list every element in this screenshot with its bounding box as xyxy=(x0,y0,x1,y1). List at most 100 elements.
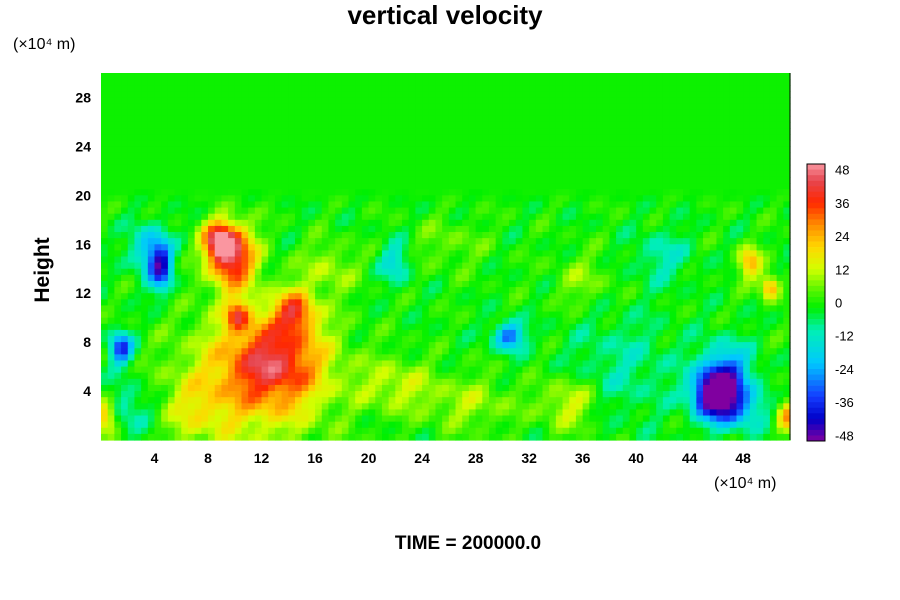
heatmap-cell xyxy=(596,287,604,294)
heatmap-cell xyxy=(455,103,463,111)
heatmap-cell xyxy=(121,256,129,264)
heatmap-cell xyxy=(569,360,577,368)
heatmap-cell xyxy=(348,134,356,141)
heatmap-cell xyxy=(662,146,671,154)
heatmap-cell xyxy=(455,134,463,141)
heatmap-cell xyxy=(368,91,376,99)
heatmap-cell xyxy=(321,207,330,215)
heatmap-cell xyxy=(462,238,470,245)
heatmap-cell xyxy=(448,85,457,92)
heatmap-cell xyxy=(555,183,564,190)
heatmap-cell xyxy=(355,91,363,99)
heatmap-cell xyxy=(609,213,617,221)
heatmap-cell xyxy=(402,115,410,123)
heatmap-cell xyxy=(101,91,109,99)
heatmap-cell xyxy=(589,134,597,141)
heatmap-cell xyxy=(596,244,604,251)
heatmap-cell xyxy=(509,183,517,190)
heatmap-cell xyxy=(187,256,196,264)
heatmap-cell xyxy=(395,311,403,319)
heatmap-cell xyxy=(696,140,704,147)
heatmap-cell xyxy=(261,287,269,294)
heatmap-cell xyxy=(609,354,617,362)
heatmap-cell xyxy=(716,256,724,264)
heatmap-cell xyxy=(462,146,470,154)
heatmap-cell xyxy=(381,250,390,258)
heatmap-cell xyxy=(308,323,316,331)
heatmap-cell xyxy=(549,305,557,313)
heatmap-cell xyxy=(187,268,196,276)
heatmap-cell xyxy=(375,91,383,99)
heatmap-cell xyxy=(622,238,631,245)
heatmap-cell xyxy=(649,164,657,172)
heatmap-cell xyxy=(201,115,209,123)
heatmap-cell xyxy=(582,311,590,319)
heatmap-cell xyxy=(381,164,390,172)
heatmap-cell xyxy=(682,299,691,307)
heatmap-cell xyxy=(769,195,778,203)
heatmap-cell xyxy=(549,342,557,349)
heatmap-cell xyxy=(455,360,463,368)
heatmap-cell xyxy=(656,85,664,92)
heatmap-cell xyxy=(288,293,296,300)
heatmap-cell xyxy=(194,225,202,233)
heatmap-cell xyxy=(294,232,303,239)
heatmap-cell xyxy=(723,140,731,147)
heatmap-cell xyxy=(649,207,657,215)
heatmap-cell xyxy=(127,219,136,227)
heatmap-cell xyxy=(736,256,744,264)
heatmap-cell xyxy=(254,348,263,355)
heatmap-cell xyxy=(529,164,537,172)
heatmap-cell xyxy=(736,299,744,307)
heatmap-cell xyxy=(141,336,149,343)
heatmap-cell xyxy=(234,128,243,135)
heatmap-cell xyxy=(248,170,256,178)
heatmap-cell xyxy=(294,103,303,111)
heatmap-cell xyxy=(428,244,437,251)
heatmap-cell xyxy=(141,189,149,196)
heatmap-cell xyxy=(361,225,370,233)
heatmap-cell xyxy=(769,170,778,178)
heatmap-cell xyxy=(174,121,182,129)
heatmap-cell xyxy=(495,91,503,99)
heatmap-cell xyxy=(488,293,497,300)
heatmap-cell xyxy=(522,238,530,245)
heatmap-cell xyxy=(154,280,162,288)
heatmap-cell xyxy=(682,336,691,343)
heatmap-cell xyxy=(582,262,590,270)
heatmap-cell xyxy=(729,274,738,282)
heatmap-cell xyxy=(529,293,537,300)
heatmap-cell xyxy=(388,348,396,355)
heatmap-cell xyxy=(495,79,503,86)
heatmap-cell xyxy=(542,244,550,251)
heatmap-cell xyxy=(676,79,684,86)
heatmap-cell xyxy=(609,195,617,203)
heatmap-cell xyxy=(575,360,584,368)
heatmap-cell xyxy=(134,299,142,307)
heatmap-cell xyxy=(636,360,644,368)
heatmap-cell xyxy=(468,323,477,331)
heatmap-cell xyxy=(221,336,229,343)
heatmap-cell xyxy=(281,97,289,105)
heatmap-cell xyxy=(696,121,704,129)
heatmap-cell xyxy=(161,91,169,99)
heatmap-cell xyxy=(355,250,363,258)
heatmap-cell xyxy=(448,152,457,160)
heatmap-cell xyxy=(161,207,169,215)
heatmap-cell xyxy=(575,256,584,264)
heatmap-cell xyxy=(248,256,256,264)
heatmap-cell xyxy=(321,201,330,209)
heatmap-cell xyxy=(462,176,470,184)
heatmap-cell xyxy=(308,256,316,264)
heatmap-cell xyxy=(134,262,142,270)
heatmap-cell xyxy=(161,225,169,233)
heatmap-cell xyxy=(107,274,115,282)
heatmap-cell xyxy=(368,232,376,239)
heatmap-cell xyxy=(749,274,758,282)
heatmap-cell xyxy=(642,128,651,135)
heatmap-cell xyxy=(214,146,223,154)
heatmap-cell xyxy=(616,73,624,80)
heatmap-cell xyxy=(475,305,483,313)
heatmap-cell xyxy=(783,244,791,251)
heatmap-cell xyxy=(308,91,316,99)
